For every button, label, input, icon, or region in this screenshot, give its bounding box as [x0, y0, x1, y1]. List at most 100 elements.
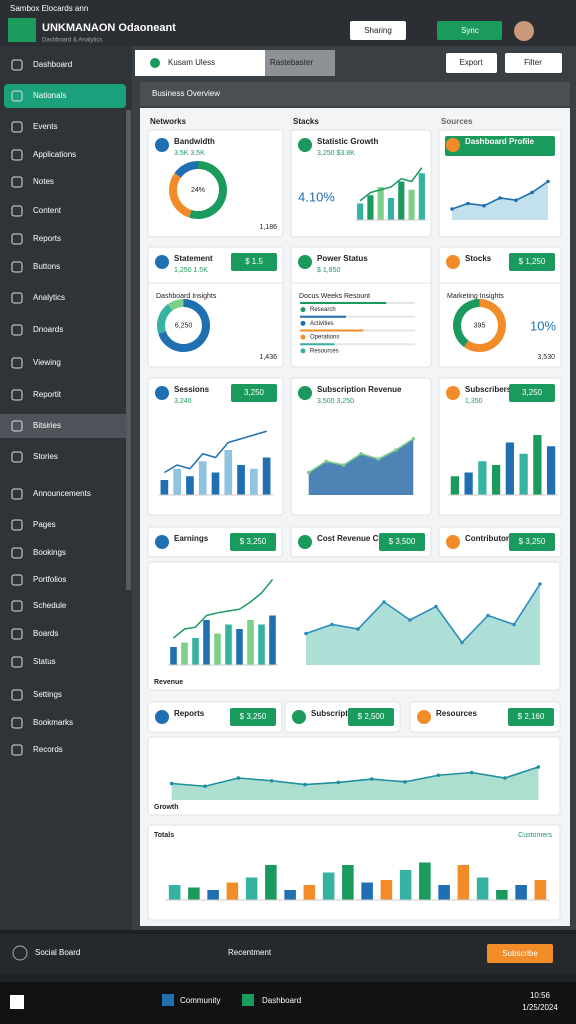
bar	[245, 877, 258, 900]
avatar[interactable]	[514, 21, 534, 41]
bar	[361, 882, 373, 900]
nav-item[interactable]: Reportit	[33, 390, 62, 399]
nav-item[interactable]: Records	[33, 745, 63, 754]
nav-item[interactable]: Applications	[33, 150, 76, 159]
subscribe-label: Subscribe	[502, 949, 538, 958]
card-foot: 3,530	[537, 354, 555, 361]
nav-icon	[11, 357, 23, 369]
progress-label: Activities	[310, 321, 334, 327]
progress-label: Research	[310, 307, 336, 313]
bar	[408, 189, 415, 220]
nav-item[interactable]: Schedule	[33, 601, 67, 610]
nav-icon	[11, 574, 23, 586]
bar	[515, 885, 527, 900]
progress-track	[300, 343, 415, 346]
legend-dot	[300, 320, 306, 326]
app-icon[interactable]	[162, 994, 174, 1006]
donut-segment	[167, 299, 184, 311]
sync-button[interactable]	[437, 21, 502, 40]
donut-segment	[158, 299, 210, 352]
nav-item[interactable]: Notes	[33, 177, 54, 186]
nav-item[interactable]: Bitsiries	[33, 421, 61, 430]
nav-item[interactable]: Dashboard	[33, 60, 72, 69]
point	[498, 196, 502, 200]
taskbar-app[interactable]: Community	[180, 996, 220, 1005]
bar	[198, 461, 207, 495]
nav-item[interactable]: Nationals	[33, 91, 66, 100]
nav-item[interactable]: Bookmarks	[33, 718, 73, 727]
bar	[247, 620, 254, 665]
app-icon[interactable]	[242, 994, 254, 1006]
share-button[interactable]	[350, 21, 406, 40]
progress-bar	[300, 329, 364, 332]
card-title: Reports	[174, 709, 205, 718]
badge	[509, 384, 555, 402]
start-icon[interactable]	[10, 995, 24, 1009]
donut-segment	[169, 172, 192, 218]
nav-item[interactable]: Announcements	[33, 489, 91, 498]
card-title: Contributors	[465, 534, 514, 543]
nav-icon	[11, 717, 23, 729]
nav-item[interactable]: Status	[33, 657, 56, 666]
nav-icon	[11, 519, 23, 531]
panel-caption: Growth	[154, 804, 179, 811]
nav-item[interactable]: Buttons	[33, 262, 60, 271]
nav-item[interactable]: Reports	[33, 234, 61, 243]
card	[290, 246, 432, 368]
bar	[464, 472, 473, 495]
point	[324, 459, 328, 464]
nav-icon	[11, 90, 23, 102]
nav-item[interactable]: Boards	[33, 629, 58, 638]
point	[306, 470, 311, 475]
card-title: Stocks	[465, 254, 492, 263]
bar	[181, 642, 188, 665]
nav-item[interactable]: Portfolios	[33, 575, 66, 584]
nav-item[interactable]: Stories	[33, 452, 58, 461]
bar	[418, 173, 425, 220]
nav-icon	[11, 59, 23, 71]
nav-item[interactable]: Viewing	[33, 358, 61, 367]
breadcrumb: Business Overview	[152, 89, 220, 98]
nav-icon	[11, 420, 23, 432]
app-logo	[8, 18, 36, 42]
taskbar-app[interactable]: Dashboard	[262, 996, 301, 1005]
nav-item[interactable]: Dnoards	[33, 325, 63, 334]
bar	[450, 476, 459, 495]
bar	[237, 465, 245, 495]
card-value: $ 1,850	[317, 267, 340, 274]
subscribe-button[interactable]	[487, 944, 553, 963]
tab-label: Kusam Uless	[168, 58, 215, 67]
point	[304, 631, 308, 636]
nav-item[interactable]: Bookings	[33, 548, 66, 557]
nav-icon	[11, 600, 23, 612]
bar	[236, 629, 243, 665]
area-line	[305, 583, 541, 644]
bar	[380, 880, 393, 900]
card-title: Subscriptions	[311, 709, 365, 718]
nav-item[interactable]: Pages	[33, 520, 56, 529]
tab[interactable]	[265, 50, 335, 76]
bar	[224, 450, 233, 495]
clock-date: 1/25/2024	[522, 1003, 558, 1012]
point	[411, 436, 416, 441]
nav-item[interactable]: Analytics	[33, 293, 65, 302]
point	[336, 780, 341, 785]
bar	[186, 476, 194, 495]
nav-item[interactable]: Content	[33, 206, 62, 215]
card-foot: 1,436	[259, 354, 277, 361]
area-line	[171, 766, 539, 788]
card-icon	[446, 386, 460, 400]
export-button[interactable]	[446, 53, 497, 73]
card-heading: Marketing Insights	[447, 293, 504, 300]
donut-segment	[157, 304, 173, 334]
badge-label: $ 3,500	[389, 537, 416, 546]
clock-time: 10:56	[530, 991, 551, 1000]
card-icon	[298, 386, 312, 400]
card-icon	[298, 535, 312, 549]
nav-item[interactable]: Settings	[33, 690, 62, 699]
bar	[265, 865, 277, 900]
bar	[357, 203, 364, 220]
filter-button[interactable]	[505, 53, 562, 73]
nav-item[interactable]: Events	[33, 122, 57, 131]
point	[460, 640, 464, 645]
